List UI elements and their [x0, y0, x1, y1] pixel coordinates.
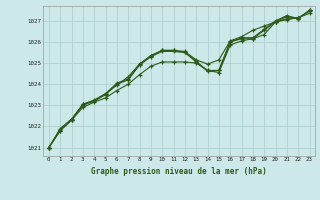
X-axis label: Graphe pression niveau de la mer (hPa): Graphe pression niveau de la mer (hPa)	[91, 167, 267, 176]
